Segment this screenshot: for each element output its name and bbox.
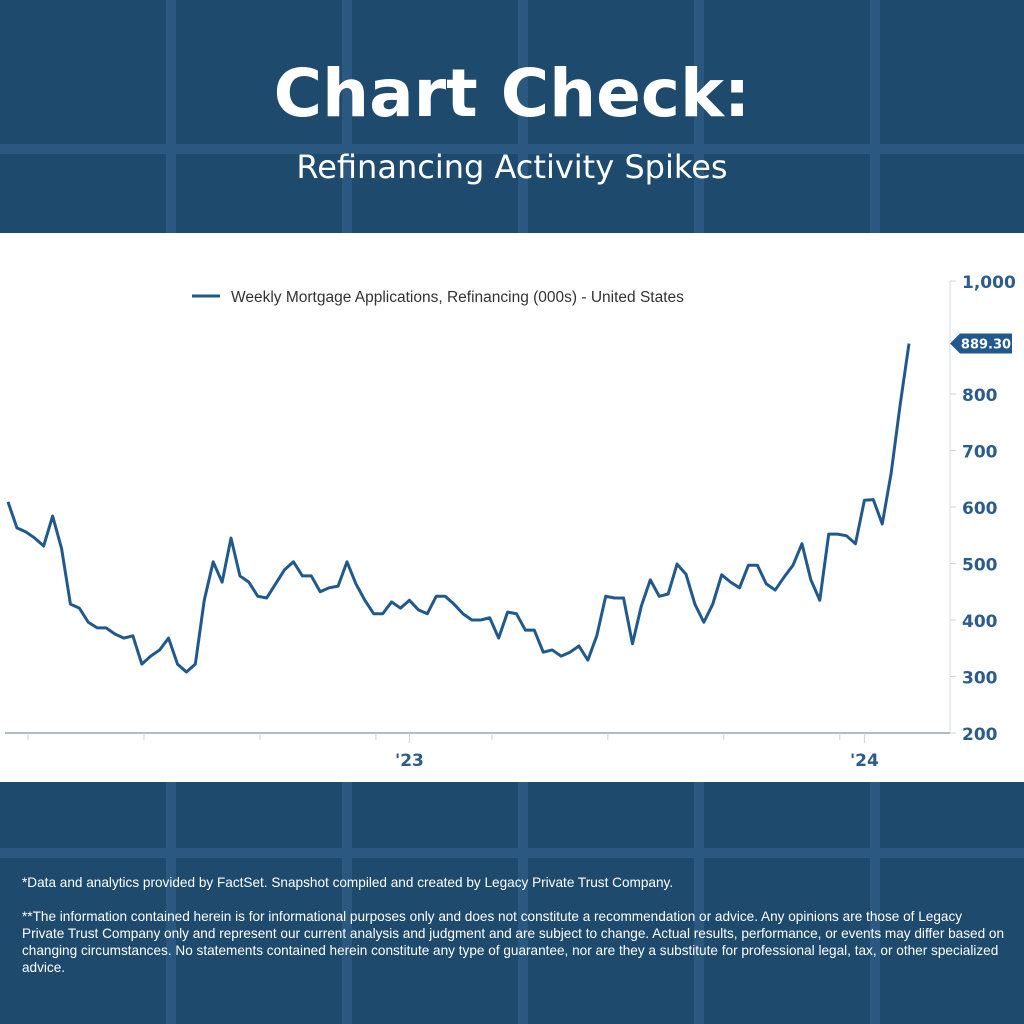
chart-panel: Weekly Mortgage Applications, Refinancin… bbox=[0, 233, 1024, 782]
legend-label: Weekly Mortgage Applications, Refinancin… bbox=[231, 289, 684, 306]
y-tick-label: 500 bbox=[962, 556, 998, 576]
y-tick-label: 300 bbox=[962, 669, 998, 689]
y-tick-label: 700 bbox=[962, 443, 998, 463]
last-value-marker bbox=[950, 333, 1012, 354]
y-tick-label: 600 bbox=[962, 499, 998, 519]
y-tick-label: 800 bbox=[962, 386, 998, 406]
series-line bbox=[6, 343, 911, 674]
page-subtitle: Refinancing Activity Spikes bbox=[296, 148, 728, 186]
source-note: *Data and analytics provided by FactSet.… bbox=[22, 875, 674, 890]
footer: *Data and analytics provided by FactSet.… bbox=[22, 874, 1007, 993]
page-title: Chart Check: bbox=[273, 55, 751, 132]
y-tick-label: 400 bbox=[962, 612, 998, 632]
disclaimer: **The information contained herein is fo… bbox=[22, 909, 1005, 975]
x-tick-label: '24 bbox=[850, 751, 879, 771]
y-tick-label: 1,000 bbox=[962, 273, 1016, 293]
line-chart: Weekly Mortgage Applications, Refinancin… bbox=[5, 273, 1016, 771]
y-tick-label: 200 bbox=[962, 725, 998, 745]
last-value-label: 889.30 bbox=[961, 338, 1011, 353]
x-tick-label: '23 bbox=[395, 751, 424, 771]
